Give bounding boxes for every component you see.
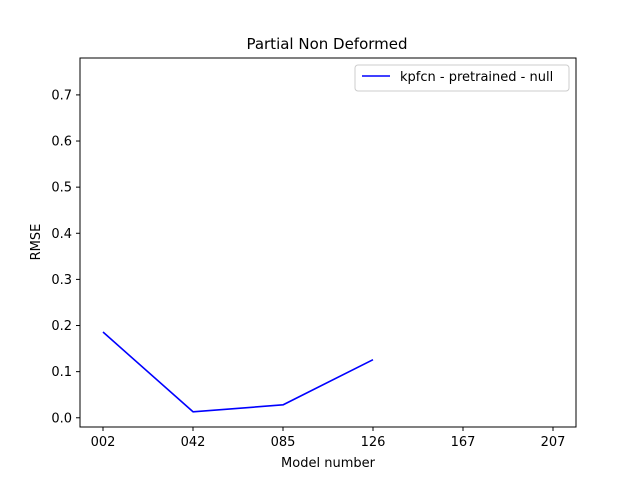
x-tick-label: 126 [361,435,386,450]
series-line [102,331,374,413]
y-tick-label: 0.0 [51,411,72,426]
x-tick-label: 167 [451,435,476,450]
y-tick-label: 0.6 [51,135,72,150]
y-tick-label: 0.1 [51,365,72,380]
plot-area [102,331,374,413]
y-axis-label: RMSE [29,224,44,261]
legend-entry-label: kpfcn - pretrained - null [400,70,553,85]
x-tick-label: 042 [181,435,206,450]
legend: kpfcn - pretrained - null [354,64,570,92]
y-tick-label: 0.4 [51,227,72,242]
y-tick-label: 0.2 [51,319,72,334]
x-axis-label: Model number [281,456,376,471]
y-tick-label: 0.3 [51,273,72,288]
x-axis: 002 042 085 126 167 207 [91,427,566,450]
y-tick-label: 0.7 [51,88,72,103]
y-tick-label: 0.5 [51,181,72,196]
x-tick-label: 085 [271,435,296,450]
x-tick-label: 002 [91,435,116,450]
legend-box [354,64,570,92]
y-axis: 0.0 0.1 0.2 0.3 0.4 0.5 0.6 0.7 [51,88,80,426]
chart-title: Partial Non Deformed [246,35,407,53]
axes-frame [79,57,577,428]
x-tick-label: 207 [541,435,566,450]
